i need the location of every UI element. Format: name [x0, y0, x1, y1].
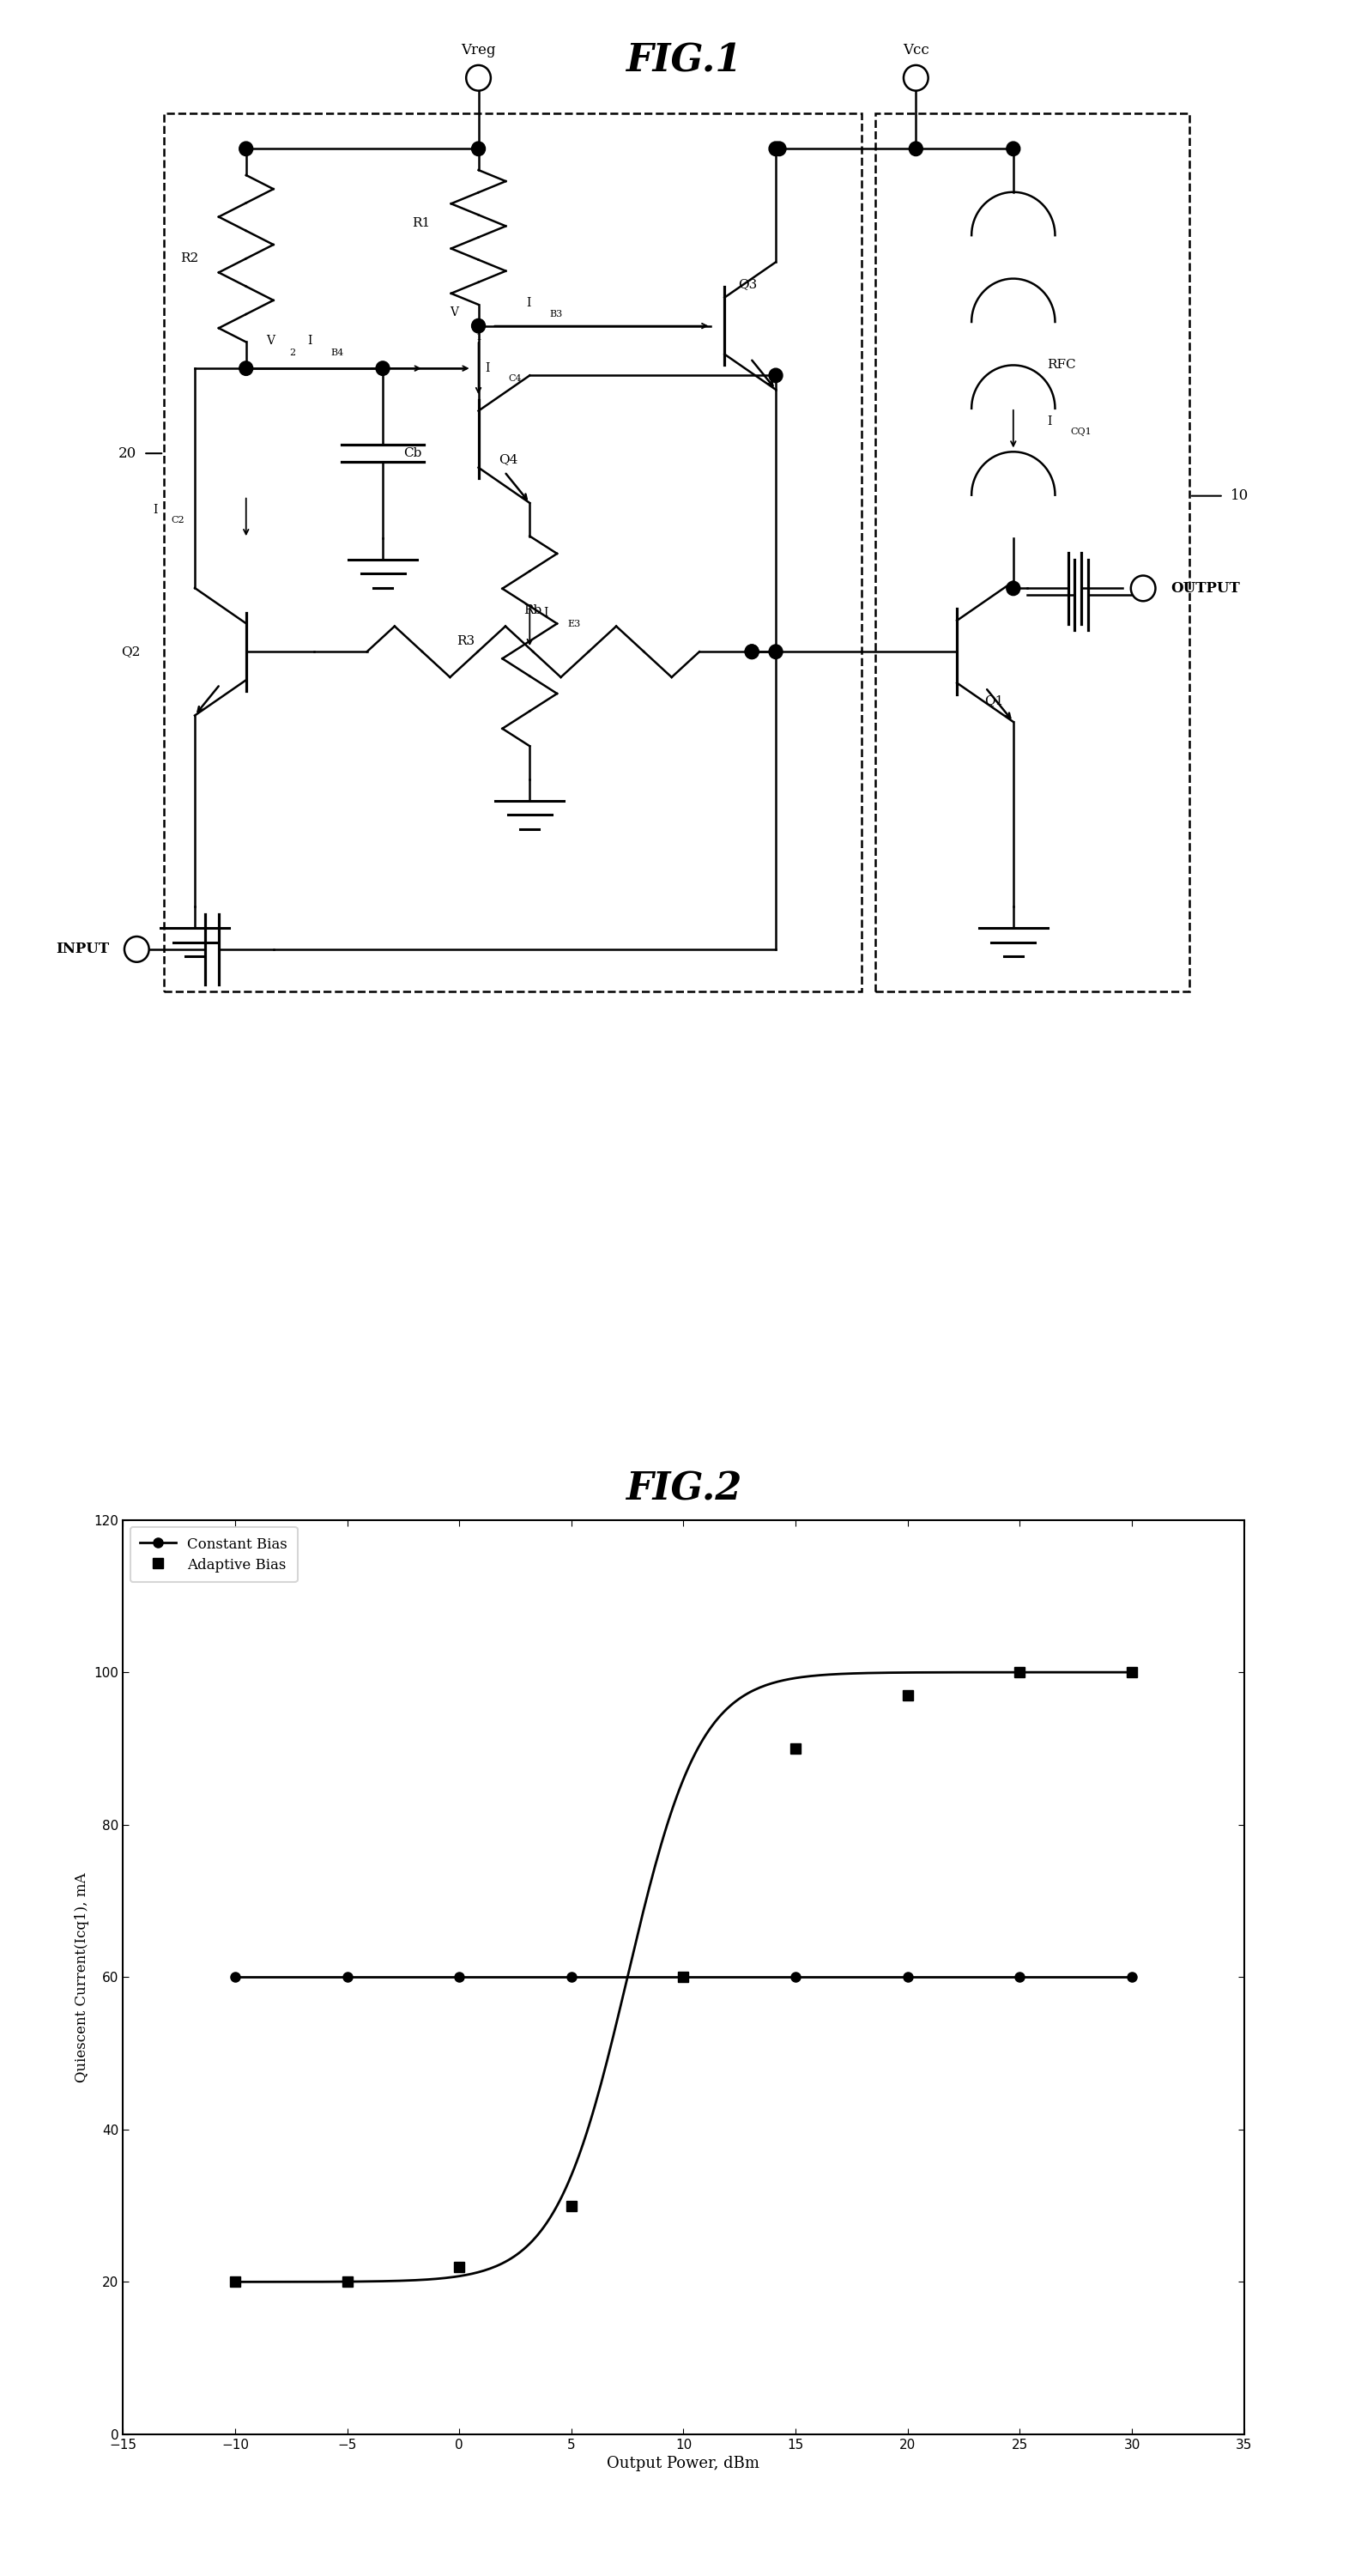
Circle shape [768, 368, 783, 381]
Text: I: I [526, 296, 530, 309]
Text: 20: 20 [119, 446, 137, 461]
Text: R2: R2 [180, 252, 198, 265]
Text: Q4: Q4 [499, 453, 518, 466]
Constant Bias [1124, 1963, 1140, 1994]
Circle shape [768, 142, 783, 155]
Circle shape [472, 319, 485, 332]
Adaptive Bias [563, 2190, 580, 2221]
Text: OUTPUT: OUTPUT [1170, 582, 1240, 595]
Adaptive Bias [787, 1734, 804, 1765]
Constant Bias [787, 1963, 804, 1994]
Constant Bias [675, 1963, 692, 1994]
Constant Bias [339, 1963, 355, 1994]
Constant Bias [1012, 1963, 1028, 1994]
Text: INPUT: INPUT [56, 943, 109, 956]
Text: C4: C4 [509, 374, 522, 384]
Text: C2: C2 [171, 515, 185, 526]
Text: V: V [267, 335, 275, 348]
Circle shape [239, 142, 253, 155]
Constant Bias [227, 1963, 243, 1994]
Text: E3: E3 [569, 621, 581, 629]
Circle shape [772, 142, 786, 155]
Text: B3: B3 [550, 309, 563, 319]
Circle shape [745, 644, 759, 659]
Text: I: I [544, 608, 548, 618]
Circle shape [909, 142, 923, 155]
Circle shape [124, 938, 149, 961]
Circle shape [768, 644, 783, 659]
Text: I: I [153, 505, 157, 515]
Adaptive Bias [1012, 1656, 1028, 1687]
Adaptive Bias [899, 1680, 916, 1710]
Line: Adaptive Bias: Adaptive Bias [231, 1667, 1136, 2287]
Circle shape [1006, 582, 1020, 595]
Circle shape [1131, 574, 1155, 600]
Text: CQ1: CQ1 [1070, 428, 1092, 435]
Line: Constant Bias: Constant Bias [231, 1973, 1136, 1981]
Circle shape [904, 64, 928, 90]
Adaptive Bias [227, 2267, 243, 2298]
Text: R3: R3 [457, 636, 476, 647]
Text: RFC: RFC [1047, 358, 1076, 371]
Text: I: I [1047, 415, 1053, 428]
Circle shape [239, 361, 253, 376]
Text: Rb: Rb [524, 605, 543, 616]
Text: R1: R1 [413, 216, 431, 229]
X-axis label: Output Power, dBm: Output Power, dBm [607, 2455, 760, 2470]
Constant Bias [563, 1963, 580, 1994]
Circle shape [1006, 142, 1020, 155]
Text: 10: 10 [1230, 489, 1248, 502]
Circle shape [466, 64, 491, 90]
Text: Q2: Q2 [120, 647, 141, 657]
Text: FIG.1: FIG.1 [626, 41, 741, 80]
Circle shape [745, 644, 759, 659]
Adaptive Bias [451, 2251, 468, 2282]
Text: V: V [450, 307, 458, 319]
Text: 1: 1 [476, 332, 481, 343]
Text: 2: 2 [290, 348, 295, 358]
Text: I: I [485, 363, 489, 374]
Text: Vreg: Vreg [461, 41, 496, 57]
Constant Bias [451, 1963, 468, 1994]
Circle shape [472, 142, 485, 155]
Legend: Constant Bias, Adaptive Bias: Constant Bias, Adaptive Bias [130, 1528, 298, 1582]
Adaptive Bias [675, 1963, 692, 1994]
Text: Vcc: Vcc [902, 41, 930, 57]
Text: FIG.2: FIG.2 [626, 1471, 741, 1507]
Adaptive Bias [1124, 1656, 1140, 1687]
Adaptive Bias [339, 2267, 355, 2298]
Text: Q1: Q1 [984, 693, 1003, 706]
Constant Bias [899, 1963, 916, 1994]
Text: B4: B4 [331, 348, 344, 358]
Text: Q3: Q3 [738, 278, 757, 291]
Text: I: I [308, 335, 312, 348]
Y-axis label: Quiescent Current(Icq1), mA: Quiescent Current(Icq1), mA [75, 1873, 89, 2081]
Circle shape [376, 361, 390, 376]
Text: Cb: Cb [403, 448, 421, 459]
